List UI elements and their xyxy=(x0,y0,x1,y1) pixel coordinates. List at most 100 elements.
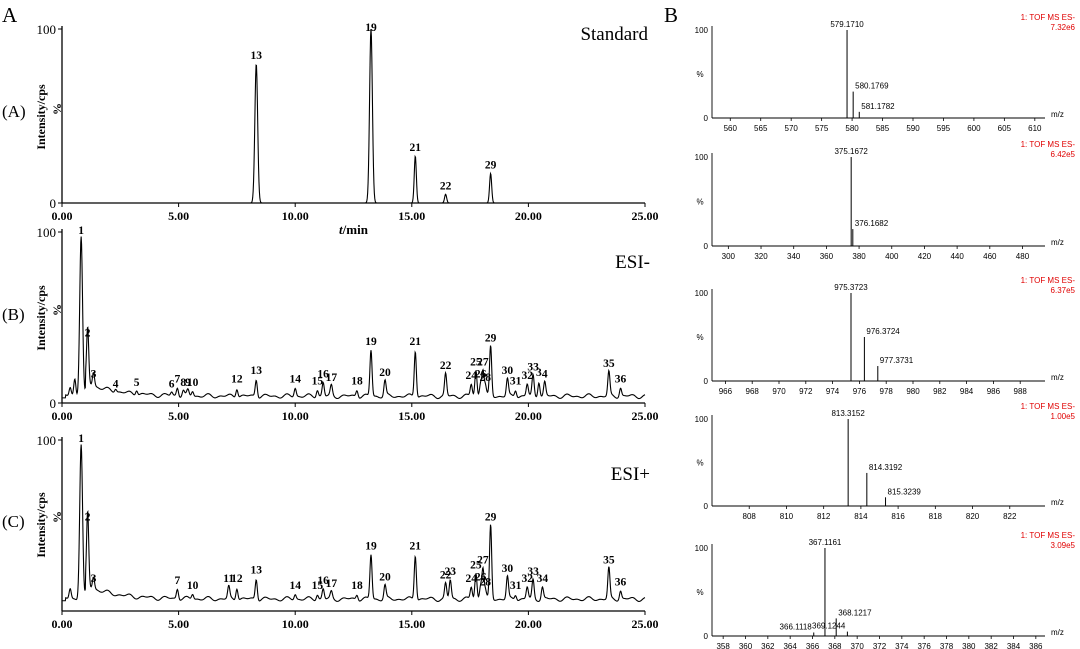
x-tick-label: 595 xyxy=(937,124,951,133)
y-tick-label: 0 xyxy=(704,377,709,386)
x-tick-label: 360 xyxy=(739,642,753,649)
x-tick-label: 808 xyxy=(743,512,757,521)
x-tick-label: 820 xyxy=(966,512,980,521)
x-tick-label: 966 xyxy=(719,387,733,396)
chart-title: Standard xyxy=(580,24,648,45)
trace-line xyxy=(62,444,646,602)
peak-label: 24 xyxy=(466,370,478,382)
mass-spectrum-1: 0 100% 560 565 570 575 580 585 590 595 600 605 610 m/… xyxy=(695,13,1076,133)
x-tick-label: 300 xyxy=(722,252,736,261)
x-tick-label: 320 xyxy=(754,252,768,261)
x-tick-label: 972 xyxy=(799,387,813,396)
x-tick-label: 600 xyxy=(967,124,981,133)
peak-label: 6 xyxy=(169,379,175,391)
peak-mz-label: 976.3724 xyxy=(866,327,900,336)
peak-mz-label: 813.3152 xyxy=(831,409,865,418)
peak-label: 35 xyxy=(603,358,615,370)
x-tick-label: 986 xyxy=(987,387,1001,396)
peak-mz-label: 375.1672 xyxy=(834,147,868,156)
peak-label: 25 xyxy=(470,559,482,571)
peak-label: 2 xyxy=(85,327,91,339)
peak-mz-label: 369.1244 xyxy=(812,622,846,631)
peak-label: 13 xyxy=(251,365,263,377)
peak-label: 18 xyxy=(351,375,363,387)
x-tick-label: 0.00 xyxy=(52,409,73,423)
mass-spectrum-2: 0 100% 300 320 340 360 380 400 420 440 460 480 m/z 1:… xyxy=(695,140,1076,261)
peak-label: 19 xyxy=(365,22,377,34)
x-tick-label: 982 xyxy=(933,387,947,396)
x-tick-label: 5.00 xyxy=(168,409,189,423)
y-tick-label: 0 xyxy=(704,242,709,251)
x-tick-label: 560 xyxy=(724,124,738,133)
chart-title: ESI- xyxy=(615,252,650,273)
x-tick-label: 610 xyxy=(1028,124,1042,133)
y-axis-label: Intensity/cps xyxy=(34,84,48,150)
panel-letter-b: B xyxy=(664,3,678,27)
y-tick-label: 0 xyxy=(50,396,57,411)
peak-label: 8 xyxy=(180,377,186,389)
peak-label: 31 xyxy=(510,580,522,592)
peak-label: 34 xyxy=(537,573,549,585)
x-axis-label: t/min xyxy=(339,222,369,237)
y-unit-label: % xyxy=(50,304,64,316)
x-tick-label: 10.00 xyxy=(282,617,309,631)
peak-label: 31 xyxy=(510,375,522,387)
peak-mz-label: 579.1710 xyxy=(830,20,864,29)
base-peak-intensity: 7.32e6 xyxy=(1051,23,1076,32)
base-peak-intensity: 1.00e5 xyxy=(1051,412,1076,421)
peak-label: 29 xyxy=(485,333,497,345)
peak-label: 14 xyxy=(289,580,301,592)
peak-label: 13 xyxy=(251,50,263,62)
x-tick-label: 362 xyxy=(761,642,775,649)
peak-label: 9 xyxy=(185,377,191,389)
peak-mz-label: 367.1161 xyxy=(809,538,842,547)
panel-label: (B) xyxy=(2,305,25,324)
peak-label: 7 xyxy=(175,374,181,386)
peak-label: 24 xyxy=(466,573,478,585)
x-tick-label: 25.00 xyxy=(632,209,659,223)
x-tick-label: 976 xyxy=(853,387,867,396)
peak-label: 12 xyxy=(231,573,243,585)
peak-label: 3 xyxy=(91,573,97,585)
peak-mz-label: 815.3239 xyxy=(888,487,922,496)
panel-letter-a: A xyxy=(2,3,18,27)
base-peak-intensity: 3.09e5 xyxy=(1051,541,1076,550)
y-tick-label: 100 xyxy=(695,26,709,35)
y-tick-label: 0 xyxy=(704,114,709,123)
x-tick-label: 822 xyxy=(1003,512,1017,521)
peak-label: 14 xyxy=(289,374,301,386)
x-tick-label: 374 xyxy=(895,642,909,649)
peak-label: 19 xyxy=(365,336,377,348)
x-tick-label: 20.00 xyxy=(515,617,542,631)
peak-label: 12 xyxy=(231,374,243,386)
peak-label: 5 xyxy=(134,377,140,389)
x-tick-label: 420 xyxy=(918,252,932,261)
instrument-label: 1: TOF MS ES- xyxy=(1021,13,1076,22)
x-tick-label: 5.00 xyxy=(168,209,189,223)
peak-label: 27 xyxy=(477,554,489,566)
peak-mz-label: 581.1782 xyxy=(861,102,895,111)
peak-mz-label: 580.1769 xyxy=(855,82,889,91)
x-axis-label: m/z xyxy=(1051,373,1064,382)
y-tick-label: 100 xyxy=(37,433,57,448)
x-tick-label: 980 xyxy=(906,387,920,396)
peak-label: 1 xyxy=(78,433,84,445)
peak-label: 10 xyxy=(187,377,199,389)
x-tick-label: 360 xyxy=(820,252,834,261)
x-tick-label: 460 xyxy=(983,252,997,261)
x-tick-label: 5.00 xyxy=(168,617,189,631)
y-axis-label: Intensity/cps xyxy=(34,285,48,351)
x-tick-label: 816 xyxy=(891,512,905,521)
peak-label: 4 xyxy=(113,379,119,391)
peak-mz-label: 368.1217 xyxy=(838,608,872,617)
x-tick-label: 818 xyxy=(929,512,943,521)
mass-spectrum-5: 0 100% 358 360 362 364 366 368 370 372 374 376 378 38… xyxy=(695,531,1076,649)
peak-mz-label: 376.1682 xyxy=(855,219,889,228)
panel-label: (A) xyxy=(2,102,26,121)
y-unit-label: % xyxy=(50,103,64,115)
x-tick-label: 970 xyxy=(772,387,786,396)
peak-label: 26 xyxy=(475,368,487,380)
instrument-label: 1: TOF MS ES- xyxy=(1021,531,1076,540)
peak-label: 2 xyxy=(85,512,91,524)
x-tick-label: 10.00 xyxy=(282,409,309,423)
